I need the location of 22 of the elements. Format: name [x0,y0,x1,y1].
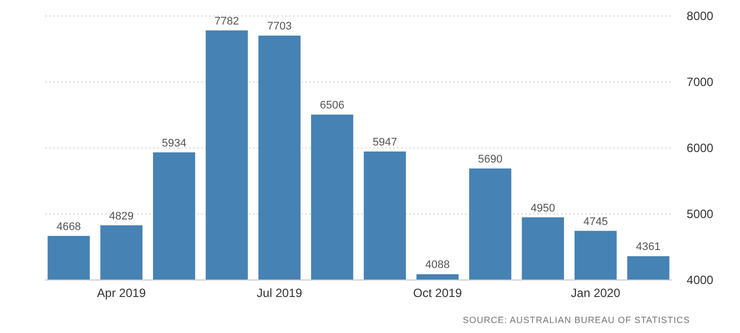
source-note: SOURCE: AUSTRALIAN BUREAU OF STATISTICS [462,315,690,325]
data-label: 5947 [372,136,398,148]
data-label: 6506 [320,100,344,112]
data-label: 7782 [214,15,240,28]
data-label: 4829 [109,210,134,222]
data-label: 4668 [56,220,81,233]
data-label: 5934 [162,137,186,150]
data-label: 4745 [583,216,608,228]
y-tick-label: 8000 [686,9,714,23]
y-tick-label: 6000 [686,141,714,155]
data-label: 4088 [425,259,450,272]
data-label: 7703 [267,20,292,33]
x-tick-label: Jul 2019 [256,286,302,300]
x-tick-label: Apr 2019 [97,286,146,300]
y-tick-label: 5000 [686,207,714,221]
y-tick-label: 7000 [686,75,714,89]
data-label: 4361 [636,241,661,254]
y-tick-label: 4000 [686,273,714,287]
x-tick-label: Jan 2020 [570,286,621,300]
data-label: 4950 [530,202,556,214]
x-tick-label: Oct 2019 [413,286,462,300]
data-label: 5690 [478,153,502,166]
